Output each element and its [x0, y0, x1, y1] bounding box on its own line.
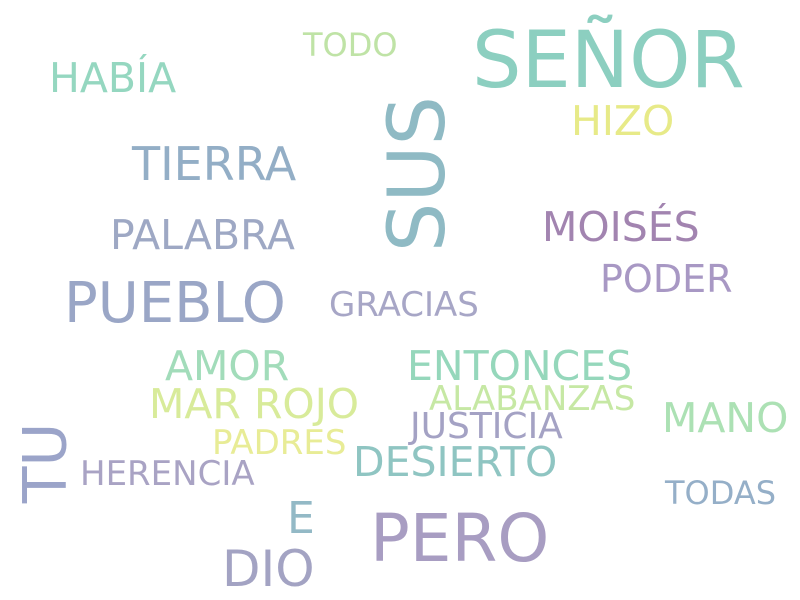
word-todo: TODO [303, 26, 398, 64]
word-herencia: HERENCIA [80, 454, 255, 494]
word-todas: TODAS [665, 474, 777, 512]
word-senor: SEÑOR [472, 16, 745, 106]
word-pero: PERO [370, 500, 550, 577]
word-tierra: TIERRA [132, 137, 297, 191]
word-gracias: GRACIAS [329, 285, 479, 325]
word-desierto: DESIERTO [353, 438, 558, 486]
word-justicia: JUSTICIA [410, 406, 563, 447]
word-habia: HABÍA [49, 54, 177, 102]
word-amor: AMOR [165, 342, 290, 390]
word-padres: PADRES [212, 423, 347, 463]
word-entonces: ENTONCES [407, 342, 633, 390]
word-moises: MOISÉS [542, 203, 700, 251]
word-tu: TU [10, 422, 81, 504]
word-e: E [287, 493, 315, 544]
word-sus: SUS [373, 95, 464, 253]
word-palabra: PALABRA [110, 211, 295, 259]
word-hizo: HIZO [571, 97, 675, 145]
word-mano: MANO [662, 394, 789, 442]
word-dio: DIO [222, 540, 315, 598]
word-mar-rojo: MAR ROJO [149, 380, 360, 428]
word-pueblo: PUEBLO [64, 271, 286, 336]
word-poder: PODER [600, 257, 733, 301]
word-alabanzas: ALABANZAS [429, 379, 636, 419]
